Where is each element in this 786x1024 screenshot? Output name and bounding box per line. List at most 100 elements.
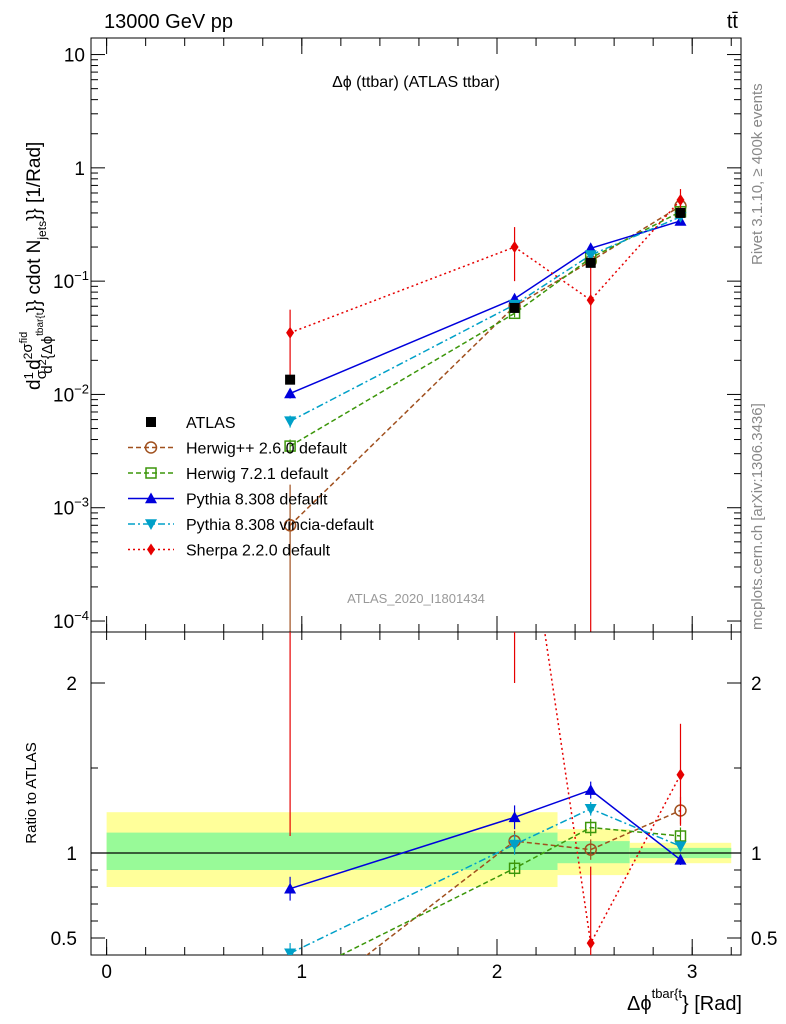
series-line — [289, 205, 681, 526]
header-process: tt̄ — [727, 11, 739, 33]
ratio-tick-label: 2 — [66, 674, 77, 695]
series-marker — [283, 519, 297, 532]
series-marker — [284, 440, 296, 452]
series-marker — [676, 194, 685, 207]
ylabel-part: }} [1/Rad] — [24, 142, 45, 221]
y-tick-base: 10 — [53, 385, 74, 406]
ylabel-part: d — [24, 379, 45, 390]
ratio-marker — [584, 843, 597, 856]
side-label-rivet: Rivet 3.1.10, ≥ 400k events — [749, 83, 766, 265]
watermark: ATLAS_2020_I1801434 — [347, 591, 485, 606]
y-tick-label: 10−4 — [53, 608, 89, 633]
y-tick-label: 10−1 — [53, 268, 89, 293]
y-tick-label: 10−2 — [53, 381, 89, 406]
ratio-marker — [674, 853, 687, 865]
ratio-line — [289, 789, 681, 890]
y-tick-exp: −2 — [74, 381, 89, 396]
ratio-frame — [90, 631, 742, 956]
series-marker — [284, 416, 297, 428]
ratio-marker — [674, 841, 687, 853]
ylabel-part: d — [39, 365, 56, 373]
y-tick-exp: −1 — [74, 268, 89, 283]
legend: ATLAS Herwig++ 2.6.0 default Herwig 7.2.1 … — [128, 415, 374, 560]
ylabel-part: }} cdot N — [24, 240, 45, 313]
legend-marker — [146, 417, 156, 427]
x-tick-label: 2 — [492, 962, 503, 983]
ratio-tick-label-right: 1 — [751, 844, 762, 865]
ylabel-part: d — [24, 359, 45, 370]
ylabel-part: tbar{t — [35, 312, 46, 336]
series-marker — [510, 241, 519, 254]
ratio-marker — [284, 882, 297, 894]
main-series — [283, 189, 687, 632]
ratio-marker — [676, 768, 685, 781]
legend-label: Sherpa 2.2.0 default — [186, 543, 331, 560]
ratio-tick-label: 1 — [66, 844, 77, 865]
y-tick-label: 10 — [64, 46, 85, 67]
ratio-tick-label: 0.5 — [51, 929, 77, 950]
ratio-tick-label-right: 2 — [751, 674, 762, 695]
series-line — [289, 216, 681, 422]
series-marker — [286, 326, 295, 339]
legend-label: Herwig++ 2.6.0 default — [186, 441, 348, 458]
ratio-marker — [674, 830, 687, 842]
x-tick-label: 3 — [687, 962, 698, 983]
ylabel-part: σ — [33, 369, 50, 379]
series-line — [289, 220, 681, 395]
x-tick-label: 1 — [297, 962, 308, 983]
ratio-marker — [586, 937, 595, 950]
x-axis-label: Δϕtbar{t} [Rad] — [627, 986, 742, 1015]
legend-marker — [147, 543, 155, 556]
xlabel-sup: tbar{t — [652, 986, 683, 1001]
legend-marker — [144, 441, 158, 454]
ratio-marker — [508, 839, 521, 851]
band-green — [557, 841, 630, 864]
legend-marker — [145, 467, 157, 479]
legend-label: Pythia 8.308 default — [186, 492, 328, 509]
ratio-marker — [511, 422, 519, 434]
y-tick-base: 10 — [53, 499, 74, 520]
xlabel-main: Δϕ — [627, 993, 652, 1015]
ylabel-part: 2 — [21, 352, 35, 359]
y-tick-base: 10 — [53, 612, 74, 633]
side-label-mcplots: mcplots.cern.ch [arXiv:1306.3436] — [749, 403, 766, 630]
data-marker — [285, 374, 296, 385]
ratio-marker — [584, 784, 597, 795]
series-marker — [584, 250, 597, 262]
legend-label: ATLAS — [186, 415, 236, 432]
data-marker — [509, 302, 520, 313]
ratio-marker — [584, 804, 597, 815]
y-tick-label: 10−3 — [53, 495, 89, 520]
ratio-marker — [284, 948, 297, 955]
ratio-panel: 0.5 0.5 1 1 2 2 Ratio to ATLAS Δϕtbar{t} [Rad… — [23, 422, 778, 1020]
ylabel-part: σ — [19, 343, 36, 353]
legend-marker — [145, 519, 157, 530]
band-green — [106, 832, 558, 870]
ratio-marker — [508, 862, 521, 875]
ratio-line — [365, 809, 681, 955]
ratio-series — [284, 422, 687, 1020]
ylabel-part: fid — [18, 332, 30, 344]
ratio-marker — [285, 976, 295, 986]
ylabel-part: 1 — [21, 372, 36, 379]
data-marker — [675, 207, 686, 218]
y-axis-label: d1σd2σfidd2{Δϕtbar{t}} cdot Njets}} [1/R… — [18, 142, 56, 390]
ratio-marker — [285, 1009, 296, 1020]
plot-title: Δϕ (ttbar) (ATLAS ttbar) — [332, 74, 500, 91]
ratio-marker — [508, 811, 521, 823]
y-tick-exp: −3 — [74, 495, 89, 510]
series-marker — [586, 294, 595, 307]
ratio-y-label: Ratio to ATLAS — [23, 742, 40, 843]
ylabel-part: jets — [35, 221, 49, 241]
y-tick-label: 1 — [74, 159, 85, 180]
series-line — [289, 211, 681, 447]
ratio-marker — [584, 821, 597, 834]
ratio-bands — [106, 812, 732, 887]
ylabel-part: {Δϕ — [39, 336, 56, 359]
ratio-ticks: 0.5 0.5 1 1 2 2 — [51, 674, 778, 950]
ratio-tick-label-right: 0.5 — [751, 929, 777, 950]
series-marker — [284, 387, 297, 399]
ylabel-part: 2 — [37, 359, 49, 365]
